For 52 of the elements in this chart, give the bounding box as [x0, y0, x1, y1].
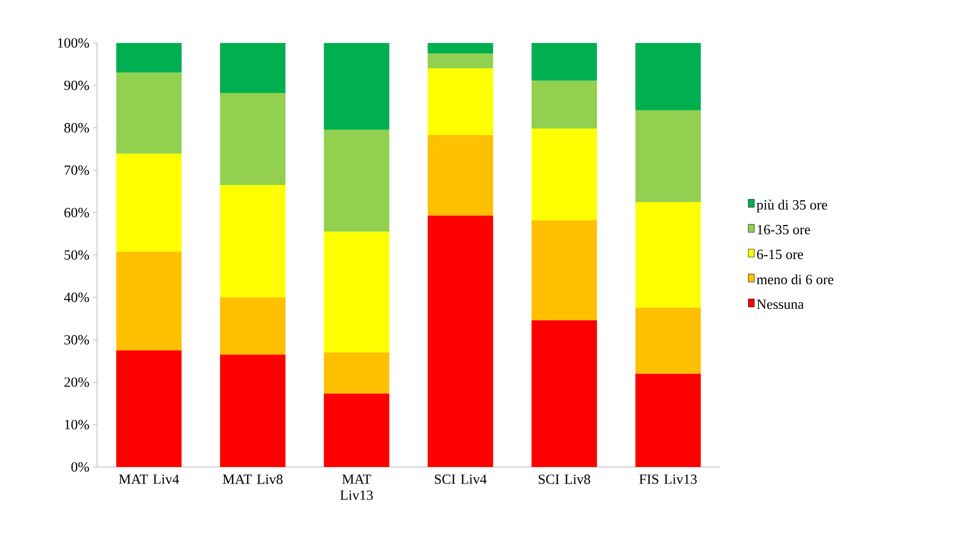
bar	[324, 352, 390, 394]
bar	[116, 350, 182, 467]
bar	[635, 202, 701, 308]
bar	[220, 185, 286, 298]
bar	[324, 394, 390, 467]
y-tick-label: 20%	[64, 377, 90, 387]
bar	[635, 110, 701, 202]
legend-label: meno di 6 ore	[756, 274, 834, 284]
bar	[428, 54, 494, 68]
bar	[532, 80, 597, 129]
bar	[532, 320, 597, 467]
bar	[532, 42, 597, 81]
y-tick-label: 30%	[64, 335, 90, 345]
y-tick-label: 50%	[64, 250, 90, 260]
bar	[635, 374, 701, 467]
bar	[220, 297, 286, 355]
y-tick-label: 80%	[64, 123, 90, 133]
bar	[116, 72, 182, 154]
bar	[116, 154, 182, 252]
bar	[635, 42, 701, 110]
y-tick-label: 100%	[58, 38, 90, 48]
legend-label: 6-15 ore	[757, 250, 804, 260]
bar	[532, 128, 597, 220]
legend-label: 16-35 ore	[758, 224, 810, 234]
bar	[324, 232, 390, 353]
x-tick-label: MAT Liv4	[118, 474, 180, 484]
x-tick-label: SCI Liv4	[434, 474, 487, 484]
bar	[116, 252, 182, 350]
bar	[428, 68, 494, 136]
y-tick-label: 60%	[64, 208, 90, 218]
x-tick-label: FIS Liv13	[639, 474, 697, 484]
x-tick-label: MAT Liv8	[222, 474, 283, 484]
bar	[635, 308, 701, 374]
bar	[220, 93, 286, 186]
x-tick-label: SCI Liv8	[538, 474, 590, 484]
bar	[532, 220, 597, 320]
bar	[428, 135, 494, 216]
bar	[220, 354, 286, 467]
bar	[324, 130, 390, 232]
y-tick-label: 10%	[65, 420, 90, 430]
y-tick-label: 90%	[64, 80, 90, 90]
bar	[428, 216, 494, 467]
x-tick-label: MAT Liv13	[340, 474, 373, 500]
legend-label: Nessuna	[756, 300, 804, 309]
y-tick-label: 40%	[64, 292, 90, 302]
bar	[116, 42, 182, 73]
bar	[324, 42, 390, 130]
bar	[220, 42, 286, 94]
legend-label: più di 35 ore	[756, 200, 828, 212]
y-tick-label: 0%	[71, 462, 90, 472]
y-tick-label: 70%	[64, 165, 90, 175]
bar	[428, 42, 494, 54]
